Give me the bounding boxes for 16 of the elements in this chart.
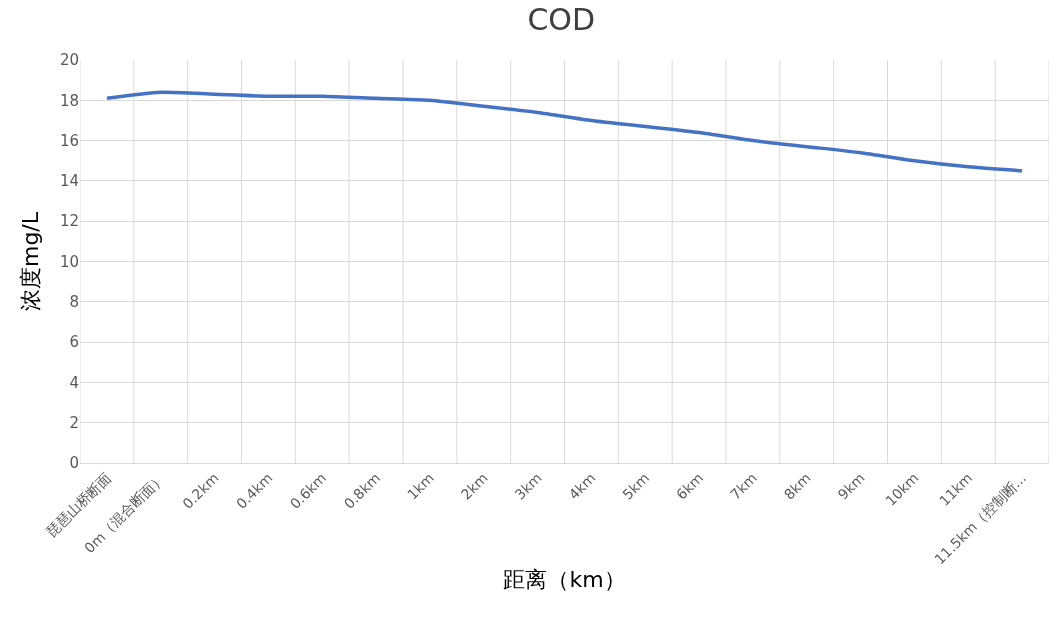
y-tick-label: 6 bbox=[69, 333, 79, 352]
y-tick-label: 2 bbox=[69, 413, 79, 432]
y-tick-label: 16 bbox=[59, 131, 79, 150]
y-tick-label: 20 bbox=[59, 51, 79, 70]
y-tick-label: 8 bbox=[69, 293, 79, 312]
x-tick-label: 4km bbox=[565, 469, 599, 503]
y-tick-label: 0 bbox=[69, 454, 79, 473]
y-tick-label: 10 bbox=[59, 252, 79, 271]
chart-title: COD bbox=[527, 2, 596, 38]
y-tick-label: 18 bbox=[59, 91, 79, 110]
y-tick-label: 4 bbox=[69, 373, 79, 392]
x-axis-title: 距离（km） bbox=[503, 567, 626, 593]
y-tick-label: 12 bbox=[59, 212, 79, 231]
line-series bbox=[105, 90, 1024, 173]
y-axis-title: 浓度mg/L bbox=[17, 211, 43, 312]
y-tick-label: 14 bbox=[59, 172, 79, 191]
